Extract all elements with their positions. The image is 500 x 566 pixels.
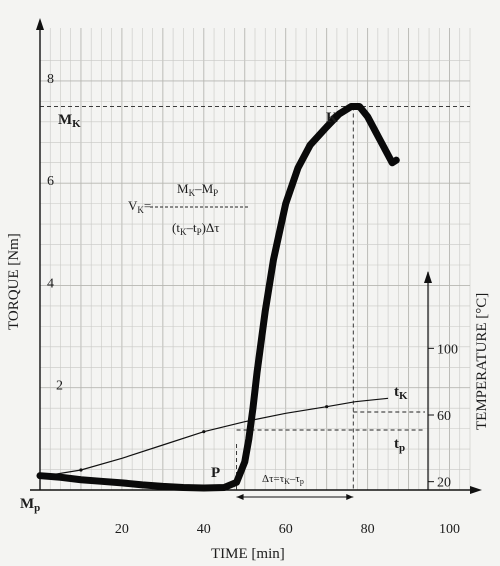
y2-tick-label: 60	[437, 409, 451, 424]
torque-point	[255, 371, 259, 374]
labels: TORQUE [Nm] TEMPERATURE [°C] TIME [min] …	[6, 110, 490, 562]
y2-tick-label: 20	[437, 476, 451, 491]
torque-point	[79, 478, 83, 481]
torque-point	[337, 112, 341, 116]
torque-point	[350, 105, 353, 108]
torque-point	[59, 476, 62, 479]
torque-point	[235, 481, 238, 484]
k-point-label: K	[326, 110, 338, 126]
torque-point	[296, 166, 300, 170]
torque-point	[272, 258, 275, 262]
y-tick-label: 2	[56, 379, 63, 394]
torque-point	[390, 161, 394, 164]
y-tick-label: 8	[47, 72, 54, 87]
torque-point	[120, 481, 124, 485]
torque-point	[243, 460, 246, 464]
torque-point	[395, 158, 398, 162]
reference-lines	[40, 106, 470, 500]
y-tick-label: 4	[47, 276, 54, 291]
series	[36, 102, 400, 492]
temperature-point	[79, 468, 83, 472]
torque-point	[366, 115, 369, 118]
mk-label: MK	[58, 112, 81, 130]
delta-tau-arrow-left	[236, 494, 244, 500]
y2-axis-arrow	[424, 271, 432, 283]
y2-tick-label: 100	[437, 342, 458, 357]
y2-axis-label: TEMPERATURE [°C]	[474, 293, 490, 430]
x-axis-arrow	[470, 486, 482, 494]
torque-point	[141, 483, 144, 487]
delta-tau-label: Δτ=τK–τp	[262, 473, 304, 486]
torque-point	[382, 146, 386, 149]
torque-point	[264, 309, 267, 313]
grid	[39, 28, 471, 491]
torque-point	[202, 486, 206, 490]
torque-point	[38, 474, 42, 477]
torque-point	[309, 143, 312, 147]
tk-label: tK	[394, 384, 408, 402]
y-axis-label: TORQUE [Nm]	[6, 233, 22, 330]
y-tick-label: 6	[47, 174, 54, 189]
torque-point	[325, 125, 328, 129]
x-tick-label: 20	[115, 522, 129, 537]
x-tick-label: 80	[361, 522, 375, 537]
torque-point	[284, 202, 287, 205]
formula-lhs: VK=	[128, 198, 151, 215]
temperature-point	[325, 405, 329, 409]
torque-line	[36, 102, 400, 492]
torque-point	[223, 486, 226, 489]
torque-point	[161, 485, 165, 488]
temperature-point	[202, 430, 206, 434]
x-tick-label: 40	[197, 522, 211, 537]
torque-point	[374, 130, 378, 134]
formula-denominator: (tK–tP)Δτ	[172, 220, 220, 237]
y-axis-arrow	[36, 18, 44, 30]
x-axis-label: TIME [min]	[211, 546, 285, 562]
x-tick-label: 60	[279, 522, 293, 537]
torque-point	[251, 406, 255, 410]
delta-tau-arrow-right	[346, 494, 354, 500]
torque-point	[182, 486, 185, 489]
formula-numerator: MK–MP	[177, 181, 218, 198]
axes: 20 40 60 80 100 2 4 6 8 20 60 100	[30, 18, 482, 537]
mp-label: Mp	[20, 496, 40, 514]
temperature-line	[39, 397, 389, 478]
torque-point	[100, 480, 103, 483]
torque-point	[247, 437, 251, 441]
x-tick-label: 100	[439, 522, 460, 537]
p-point-label: P	[211, 465, 220, 481]
tp-label: tp	[394, 436, 405, 454]
torque-point	[358, 105, 361, 108]
